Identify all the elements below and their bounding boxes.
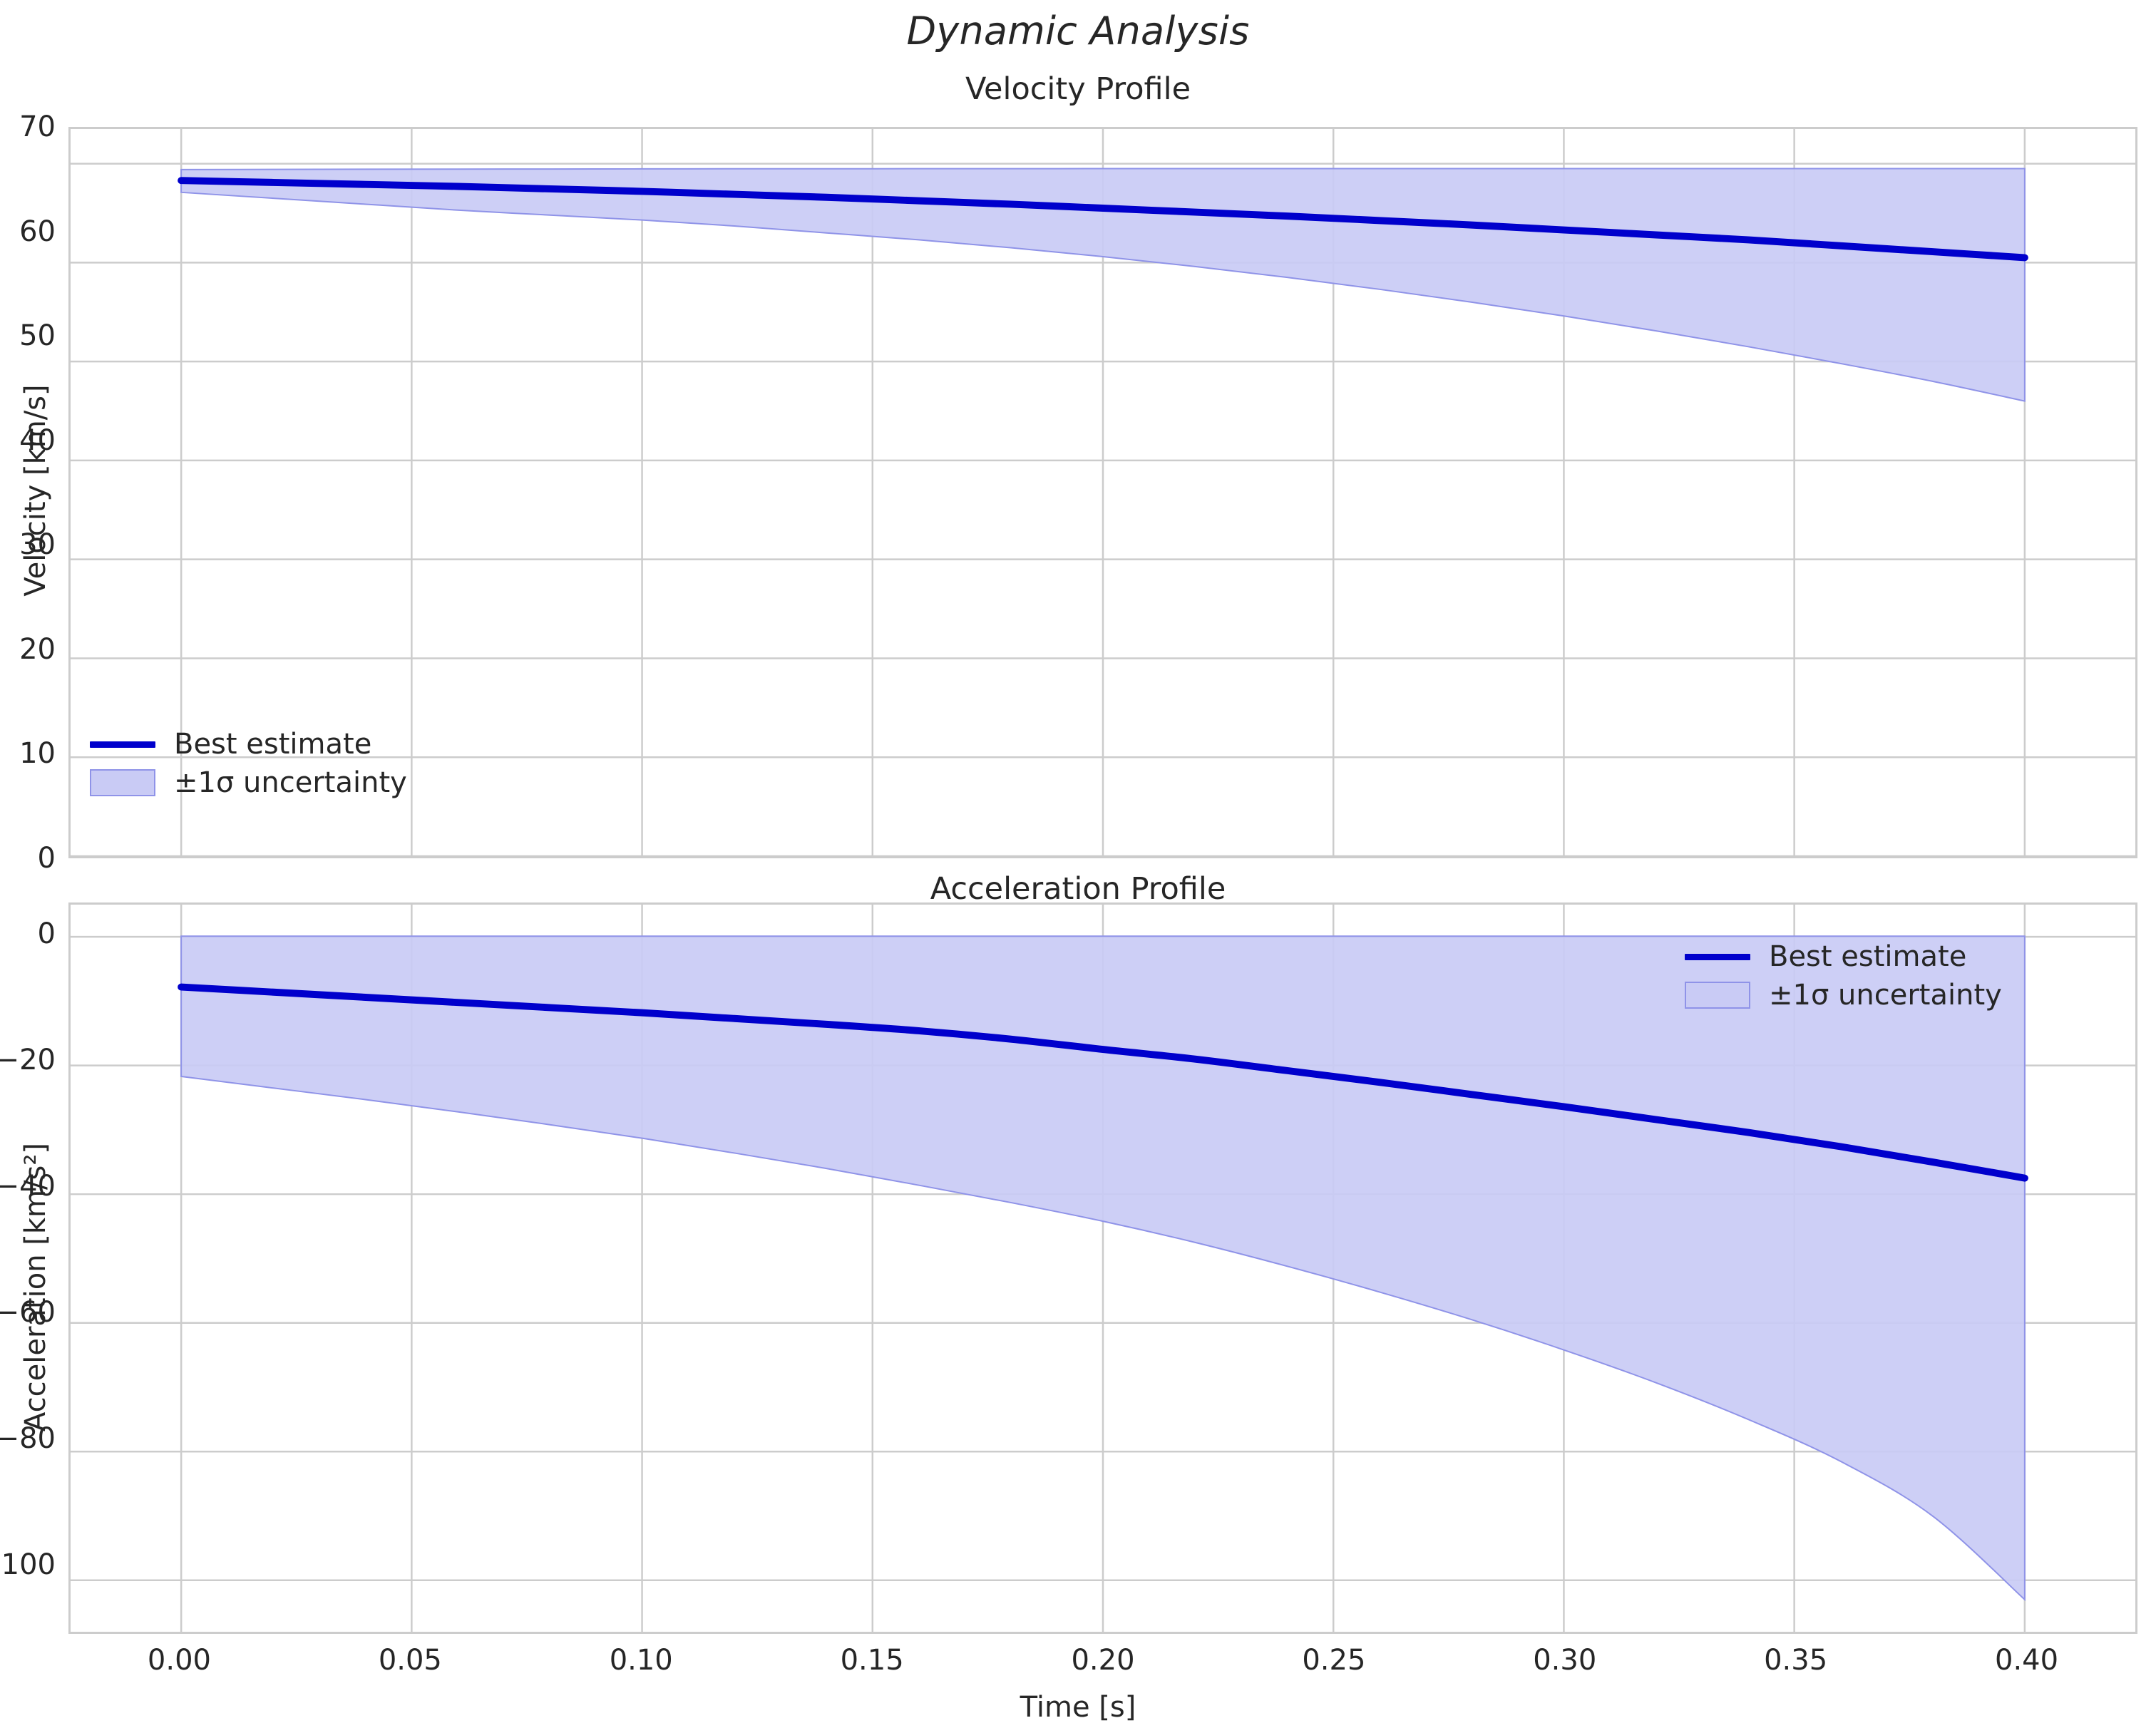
acceleration-plot-area	[68, 902, 2137, 1634]
acceleration-legend: Best estimate ±1σ uncertainty	[1679, 940, 2002, 1012]
legend-line-swatch	[84, 729, 161, 760]
x-axis-label: Time [s]	[1020, 1691, 1136, 1724]
velocity-y-tick: 10	[19, 737, 56, 771]
velocity-y-tick: 70	[19, 110, 56, 143]
velocity-y-tick: 40	[19, 423, 56, 457]
legend-label-uncertainty: ±1σ uncertainty	[174, 766, 407, 799]
legend-entry-uncertainty: ±1σ uncertainty	[84, 766, 407, 800]
velocity-y-tick-group: 70 60 50 40 30 20 10 0	[0, 110, 68, 875]
legend-label-best-estimate: Best estimate	[1769, 940, 1967, 973]
x-tick: 0.20	[1071, 1644, 1135, 1677]
velocity-y-tick: 20	[19, 632, 56, 666]
acceleration-subplot-title: Acceleration Profile	[930, 871, 1226, 907]
x-tick: 0.00	[147, 1644, 211, 1677]
velocity-y-tick: 50	[19, 319, 56, 353]
acceleration-y-tick: −80	[0, 1422, 56, 1455]
velocity-plot-area	[68, 127, 2137, 858]
figure-suptitle: Dynamic Analysis	[906, 9, 1250, 53]
velocity-y-tick: 0	[37, 842, 56, 875]
legend-band-swatch	[1679, 979, 1756, 1011]
acceleration-y-tick: −40	[0, 1170, 56, 1203]
x-tick: 0.30	[1533, 1644, 1597, 1677]
legend-entry-best-estimate: Best estimate	[84, 727, 407, 761]
x-tick: 0.05	[378, 1644, 442, 1677]
acceleration-y-tick: 0	[37, 917, 56, 950]
legend-line-swatch	[1679, 941, 1756, 972]
legend-label-best-estimate: Best estimate	[174, 728, 372, 761]
legend-label-uncertainty: ±1σ uncertainty	[1769, 979, 2002, 1012]
acceleration-uncertainty-band	[180, 935, 2026, 1602]
legend-entry-best-estimate: Best estimate	[1679, 940, 2002, 974]
legend-band-swatch	[84, 767, 161, 798]
velocity-subplot-title: Velocity Profile	[965, 71, 1191, 107]
acceleration-y-tick: −60	[0, 1296, 56, 1329]
velocity-y-tick: 30	[19, 528, 56, 562]
x-tick: 0.15	[840, 1644, 904, 1677]
velocity-y-tick: 60	[19, 215, 56, 248]
acceleration-best-estimate-line	[178, 983, 2028, 1182]
velocity-best-estimate-line	[178, 177, 2028, 262]
acceleration-y-tick-group: 0 −20 −40 −60 −80 −100	[0, 917, 68, 1647]
x-tick-group: 0.00 0.05 0.10 0.15 0.20 0.25 0.30 0.35 0.40	[68, 1644, 2137, 1687]
velocity-plot-svg	[71, 129, 2135, 856]
acceleration-y-tick: −20	[0, 1044, 56, 1076]
x-tick: 0.25	[1302, 1644, 1366, 1677]
acceleration-plot-svg	[71, 905, 2135, 1632]
x-tick: 0.40	[1995, 1644, 2059, 1677]
acceleration-y-tick: −100	[0, 1548, 56, 1581]
legend-entry-uncertainty: ±1σ uncertainty	[1679, 978, 2002, 1012]
x-tick: 0.35	[1764, 1644, 1828, 1677]
x-tick: 0.10	[609, 1644, 673, 1677]
velocity-legend: Best estimate ±1σ uncertainty	[84, 727, 407, 800]
